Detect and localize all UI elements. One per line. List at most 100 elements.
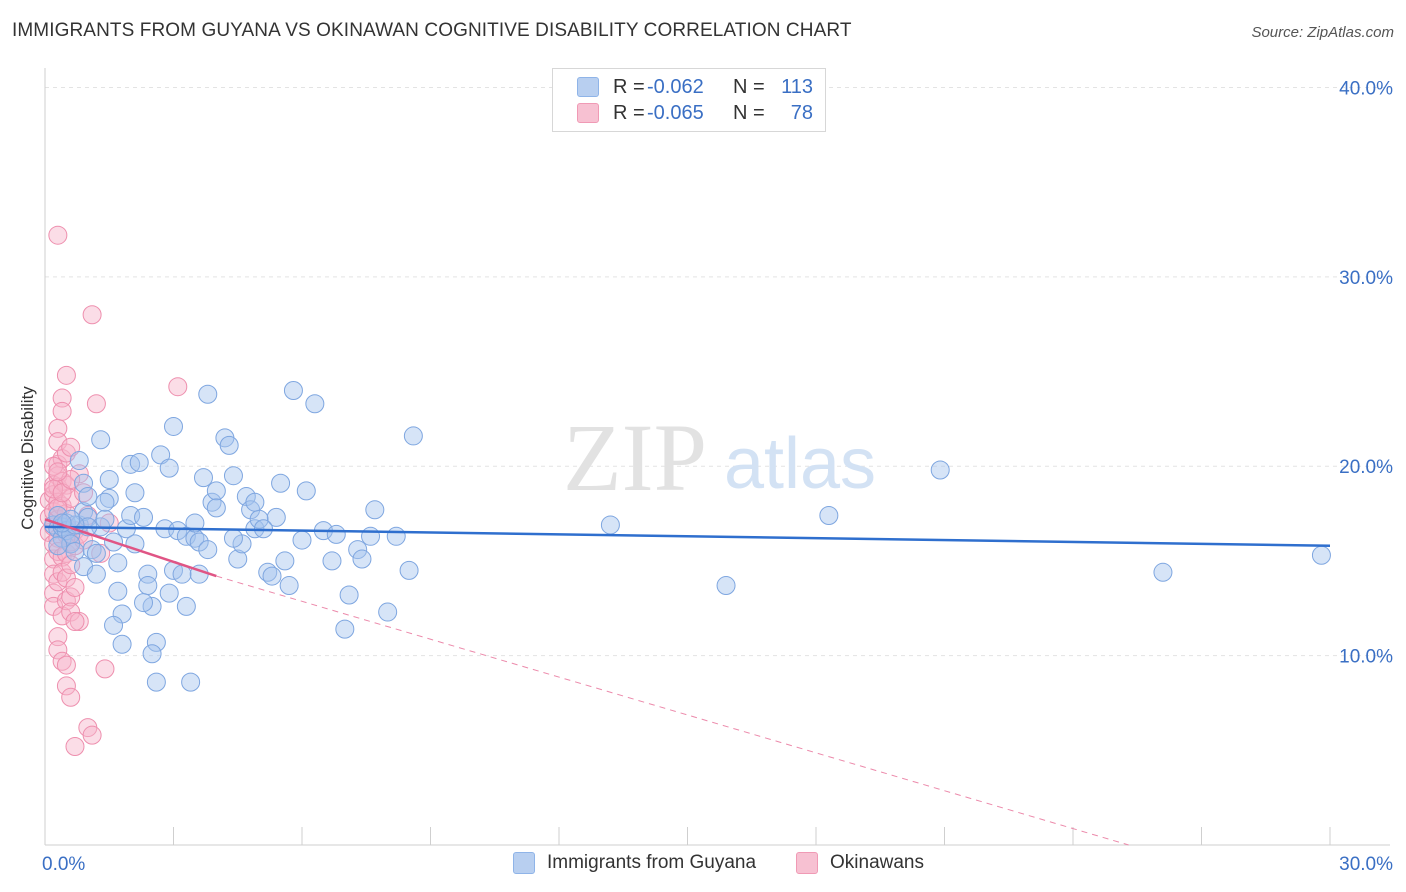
legend-swatch-guyana <box>513 852 535 874</box>
guyana-point <box>275 551 295 571</box>
guyana-point <box>271 473 291 493</box>
guyana-point <box>48 536 68 556</box>
okinawans-point <box>48 225 68 245</box>
okinawans-point <box>65 577 85 597</box>
guyana-point <box>142 644 162 664</box>
guyana-point <box>86 564 106 584</box>
okinawans-point <box>48 640 68 660</box>
legend-swatch-okinawans <box>577 103 599 123</box>
guyana-point <box>159 583 179 603</box>
guyana-point <box>78 487 98 507</box>
legend-row-guyana: R = -0.062 N = 113 <box>577 75 813 99</box>
okinawans-point <box>82 725 102 745</box>
guyana-point <box>176 596 196 616</box>
okinawans-point <box>82 305 102 325</box>
chart-title: IMMIGRANTS FROM GUYANA VS OKINAWAN COGNI… <box>12 20 852 41</box>
y-tick-label: 30.0% <box>1339 268 1393 289</box>
watermark-zip: ZIP <box>563 404 707 511</box>
legend-swatch-guyana <box>577 77 599 97</box>
okinawans-point <box>56 676 76 696</box>
okinawans-point <box>86 394 106 414</box>
okinawans-trendline <box>216 575 1129 846</box>
y-tick-label: 20.0% <box>1339 457 1393 478</box>
guyana-point <box>378 602 398 622</box>
guyana-point <box>403 426 423 446</box>
guyana-point <box>138 576 158 596</box>
guyana-point <box>399 560 419 580</box>
guyana-point <box>193 468 213 488</box>
watermark: ZIP atlas <box>563 404 876 511</box>
source-label: Source: ZipAtlas.com <box>1251 24 1394 41</box>
guyana-point <box>108 553 128 573</box>
guyana-point <box>129 452 149 472</box>
guyana-point <box>266 507 286 527</box>
legend-label-guyana: Immigrants from Guyana <box>547 852 757 873</box>
okinawans-point <box>52 401 72 421</box>
guyana-point <box>223 528 243 548</box>
guyana-point <box>108 581 128 601</box>
guyana-point <box>339 585 359 605</box>
guyana-point <box>134 507 154 527</box>
okinawans-point <box>56 365 76 385</box>
guyana-point <box>716 576 736 596</box>
guyana-point <box>348 540 368 560</box>
okinawans-trendline <box>44 518 217 578</box>
legend-r-label: R = <box>613 101 645 124</box>
legend-item-okinawans: Okinawans <box>796 852 924 874</box>
guyana-point <box>185 513 205 533</box>
guyana-point <box>279 576 299 596</box>
guyana-point <box>198 540 218 560</box>
legend-r-value: -0.065 <box>647 101 704 124</box>
guyana-point <box>296 481 316 501</box>
guyana-point <box>228 549 248 569</box>
guyana-point <box>125 483 145 503</box>
guyana-point <box>600 515 620 535</box>
guyana-point <box>159 458 179 478</box>
okinawans-point <box>61 687 81 707</box>
guyana-point <box>138 564 158 584</box>
guyana-point <box>245 492 265 512</box>
guyana-point <box>198 384 218 404</box>
guyana-point <box>146 672 166 692</box>
guyana-point <box>819 505 839 525</box>
okinawans-point <box>48 462 68 482</box>
trendlines <box>44 518 1331 846</box>
guyana-point <box>223 466 243 486</box>
watermark-atlas: atlas <box>724 424 876 504</box>
legend-label-okinawans: Okinawans <box>830 852 924 873</box>
grid-lines <box>45 86 1390 657</box>
guyana-point <box>91 430 111 450</box>
guyana-point <box>112 634 132 654</box>
guyana-point <box>95 492 115 512</box>
guyana-point <box>352 549 372 569</box>
okinawans-point <box>95 659 115 679</box>
okinawans-point <box>65 612 85 632</box>
guyana-point <box>262 566 282 586</box>
legend-item-guyana: Immigrants from Guyana <box>513 852 756 874</box>
x-tick-label: 0.0% <box>42 854 85 875</box>
legend-n-label: N = <box>733 101 765 124</box>
legend-row-okinawans: R = -0.065 N = 78 <box>577 101 813 125</box>
legend-swatch-okinawans <box>796 852 818 874</box>
guyana-point <box>322 551 342 571</box>
guyana-point <box>326 524 346 544</box>
okinawans-point <box>168 377 188 397</box>
guyana-point <box>99 469 119 489</box>
okinawans-point <box>65 737 85 757</box>
guyana-point <box>69 451 89 471</box>
guyana-point <box>292 530 312 550</box>
y-tick-label: 40.0% <box>1339 78 1393 99</box>
guyana-point <box>206 481 226 501</box>
guyana-point <box>283 380 303 400</box>
guyana-point <box>65 541 85 561</box>
guyana-point <box>164 416 183 436</box>
guyana-point <box>386 526 406 546</box>
y-tick-label: 10.0% <box>1339 647 1393 668</box>
guyana-point <box>104 615 124 635</box>
guyana-point <box>930 460 950 480</box>
okinawans-point <box>56 655 76 675</box>
okinawans-point <box>48 627 68 647</box>
guyana-point <box>365 500 385 520</box>
guyana-point <box>151 445 171 465</box>
